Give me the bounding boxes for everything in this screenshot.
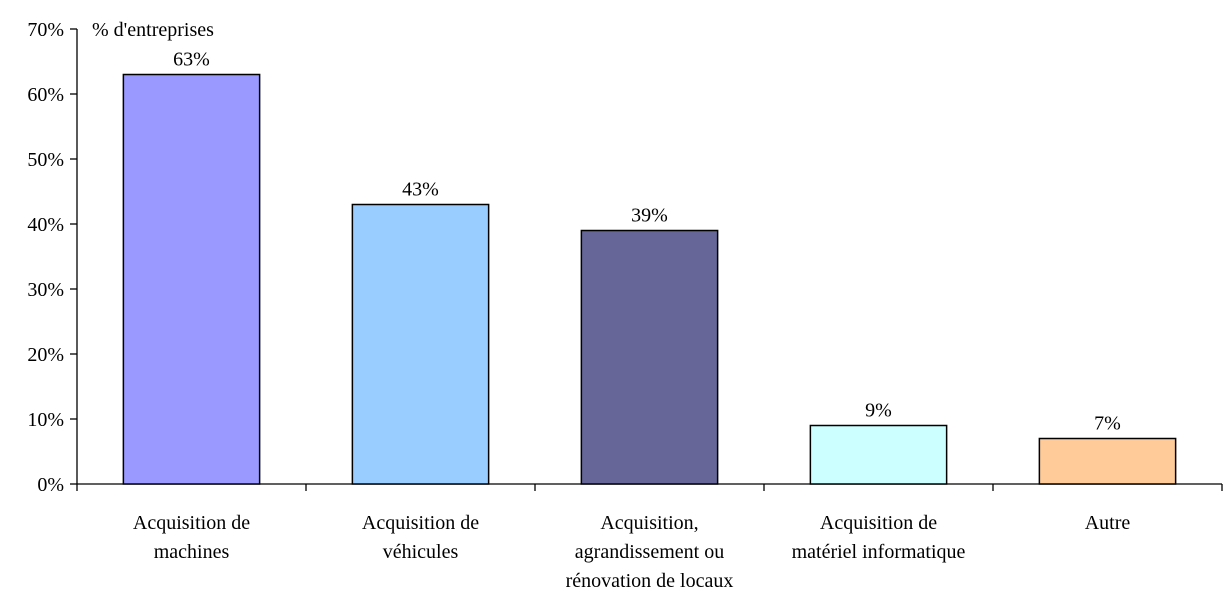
bar xyxy=(1038,437,1177,485)
category-label: agrandissement ou xyxy=(575,541,724,563)
category-labels: Acquisition de machines Acquisition de véhi… xyxy=(133,512,1130,592)
data-label: 7% xyxy=(1094,413,1121,435)
category-label: machines xyxy=(154,541,230,563)
category-label: véhicules xyxy=(383,541,459,563)
bar xyxy=(351,203,490,485)
y-tick-label: 40% xyxy=(27,214,64,236)
category-label: Acquisition de xyxy=(362,512,479,534)
category-label: Acquisition, xyxy=(600,512,698,534)
y-axis-unit-label: % d'entreprises xyxy=(92,19,214,41)
data-label: 39% xyxy=(631,205,668,227)
axes: 0% 10% 20% 30% 40% 50% 60% 70% xyxy=(27,19,1223,496)
category-label: matériel informatique xyxy=(792,541,966,563)
category-label: Acquisition de xyxy=(133,512,250,534)
bar xyxy=(580,229,719,485)
y-tick-label: 60% xyxy=(27,84,64,106)
bars xyxy=(122,73,1177,485)
y-tick-label: 30% xyxy=(27,279,64,301)
y-tick-label: 0% xyxy=(37,474,64,496)
y-tick-label: 10% xyxy=(27,409,64,431)
data-label: 9% xyxy=(865,400,892,422)
data-label: 43% xyxy=(402,179,439,201)
bar xyxy=(809,424,948,485)
data-labels: 63% 43% 39% 9% 7% xyxy=(173,49,1121,435)
y-tick-label: 70% xyxy=(27,19,64,41)
category-label: Autre xyxy=(1085,512,1131,534)
category-label: rénovation de locaux xyxy=(566,570,734,592)
y-tick-label: 20% xyxy=(27,344,64,366)
category-label: Acquisition de xyxy=(820,512,937,534)
data-label: 63% xyxy=(173,49,210,71)
bar xyxy=(122,73,261,485)
y-tick-label: 50% xyxy=(27,149,64,171)
